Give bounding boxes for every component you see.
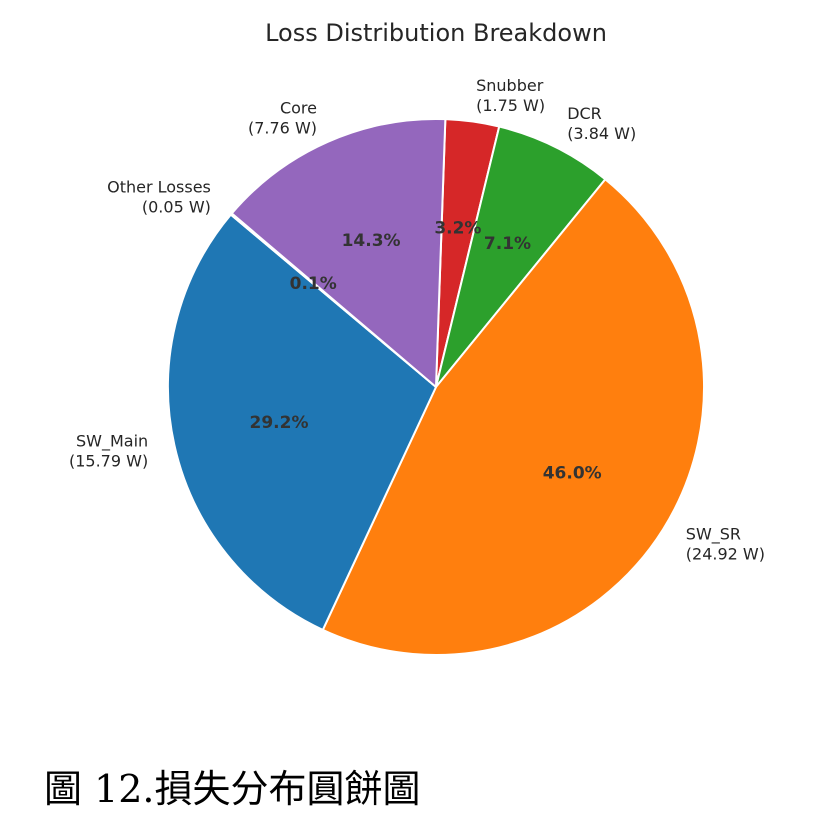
slice-percent-core: 14.3% bbox=[342, 231, 401, 251]
slice-label-snubber: Snubber (1.75 W) bbox=[476, 76, 545, 115]
pie-labels: Snubber (1.75 W)3.2%DCR (3.84 W)7.1%SW_SR(… bbox=[69, 76, 765, 564]
slice-value-other-losses: (0.05 W) bbox=[142, 198, 211, 217]
slice-value-snubber: (1.75 W) bbox=[476, 96, 545, 115]
pie-slice-sw-sr bbox=[321, 178, 705, 656]
pie-chart: Loss Distribution Breakdown Snubber (1.75… bbox=[69, 19, 765, 656]
slice-category-snubber: Snubber bbox=[476, 76, 544, 95]
slice-value-sw-main: (15.79 W) bbox=[69, 452, 148, 471]
slice-percent-other-losses: 0.1% bbox=[290, 274, 337, 294]
slice-category-sw-main: SW_Main bbox=[76, 432, 148, 452]
pie-slices bbox=[167, 118, 705, 656]
pie-slice-sw-main bbox=[167, 213, 437, 631]
slice-value-sw-sr: (24.92 W) bbox=[686, 545, 765, 564]
slice-percent-snubber: 3.2% bbox=[434, 219, 481, 239]
slice-label-dcr: DCR (3.84 W) bbox=[567, 104, 636, 143]
slice-value-core: (7.76 W) bbox=[248, 118, 317, 137]
slice-category-dcr: DCR bbox=[567, 104, 602, 123]
pie-slice-dcr bbox=[435, 125, 607, 388]
slice-percent-dcr: 7.1% bbox=[484, 234, 531, 254]
figure-caption: 圖 12.損失分布圓餅圖 bbox=[44, 767, 421, 811]
slice-percent-sw-sr: 46.0% bbox=[543, 463, 602, 483]
slice-category-sw-sr: SW_SR bbox=[686, 525, 741, 545]
slice-label-sw-sr: SW_SR (24.92 W) bbox=[686, 525, 765, 564]
slice-category-core: Core bbox=[280, 98, 317, 117]
pie-slice-core bbox=[230, 118, 447, 388]
chart-title: Loss Distribution Breakdown bbox=[265, 19, 607, 47]
slice-label-core: Core (7.76 W) bbox=[248, 98, 317, 137]
slice-category-other-losses: Other Losses bbox=[107, 178, 211, 197]
slice-label-sw-main: SW_Main (15.79 W) bbox=[69, 432, 148, 471]
slice-value-dcr: (3.84 W) bbox=[567, 124, 636, 143]
slice-label-other-losses: Other Losses (0.05 W) bbox=[107, 178, 211, 217]
slice-percent-sw-main: 29.2% bbox=[250, 413, 309, 433]
